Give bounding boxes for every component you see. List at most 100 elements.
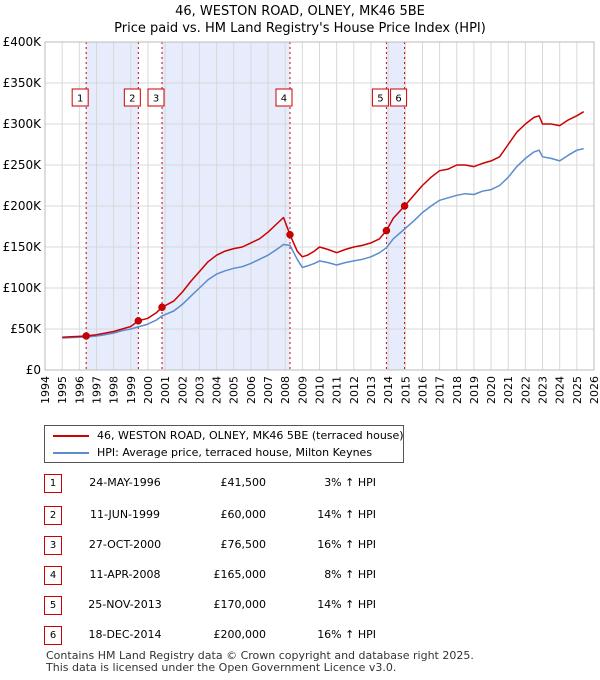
legend: 46, WESTON ROAD, OLNEY, MK46 5BE (terrac… bbox=[44, 425, 404, 463]
sale-price: £170,000 bbox=[213, 598, 267, 611]
y-tick-label: £250K bbox=[3, 158, 43, 172]
hpi-line bbox=[62, 147, 584, 339]
x-tick-label: 2021 bbox=[502, 376, 515, 404]
x-tick-label: 2005 bbox=[228, 376, 241, 404]
y-tick-label: £0 bbox=[26, 363, 41, 377]
sale-date: 11-JUN-1999 bbox=[89, 508, 161, 521]
x-tick-label: 2012 bbox=[348, 376, 361, 404]
y-tick-label: £400K bbox=[3, 35, 43, 49]
legend-red-swatch bbox=[53, 435, 89, 437]
x-tick-label: 2016 bbox=[416, 376, 429, 404]
sale-number-label: 5 bbox=[377, 94, 383, 105]
x-tick-label: 2026 bbox=[588, 376, 600, 404]
y-tick-label: £200K bbox=[3, 199, 43, 213]
x-tick-label: 2014 bbox=[382, 376, 395, 404]
sale-number-box bbox=[371, 88, 389, 107]
sale-number-box bbox=[147, 88, 165, 107]
sale-date: 11-APR-2008 bbox=[89, 568, 161, 581]
x-tick-label: 2015 bbox=[399, 376, 412, 404]
x-tick-label: 2009 bbox=[296, 376, 309, 404]
sale-price: £165,000 bbox=[213, 568, 267, 581]
footer-line-1: Contains HM Land Registry data © Crown c… bbox=[46, 649, 474, 662]
chart-title: 46, WESTON ROAD, OLNEY, MK46 5BE Price p… bbox=[0, 3, 600, 37]
sale-point bbox=[286, 230, 294, 239]
sale-row-1: 1 24-MAY-1996 £41,500 3% ↑ HPI bbox=[0, 474, 600, 494]
sale-point bbox=[158, 303, 166, 312]
x-tick-label: 2023 bbox=[537, 376, 550, 404]
plot-frame bbox=[44, 41, 595, 371]
footer: Contains HM Land Registry data © Crown c… bbox=[46, 650, 474, 674]
sale-point bbox=[82, 332, 90, 340]
sale-row-6: 6 18-DEC-2014 £200,000 16% ↑ HPI bbox=[0, 626, 600, 646]
x-tick-label: 1994 bbox=[39, 376, 52, 404]
sale-date: 25-NOV-2013 bbox=[88, 598, 162, 611]
sale-badge-6: 6 bbox=[44, 626, 62, 645]
sale-number-box bbox=[71, 88, 89, 107]
sale-number-label: 4 bbox=[281, 94, 287, 105]
sale-row-4: 4 11-APR-2008 £165,000 8% ↑ HPI bbox=[0, 566, 600, 586]
x-tick-label: 2025 bbox=[571, 376, 584, 404]
sale-badge-2: 2 bbox=[44, 506, 62, 525]
sale-point bbox=[400, 202, 409, 210]
y-tick-label: £150K bbox=[3, 240, 43, 254]
price-chart: £0 £50K £100K £150K £200K £250K £300K £350K £400… bbox=[3, 35, 600, 404]
sale-number-box bbox=[275, 88, 293, 107]
x-tick-label: 2002 bbox=[176, 376, 189, 404]
legend-item-red: 46, WESTON ROAD, OLNEY, MK46 5BE (terrac… bbox=[53, 428, 404, 444]
sale-hpi: 14% ↑ HPI bbox=[317, 598, 376, 611]
x-tick-label: 2017 bbox=[434, 376, 447, 404]
x-tick-label: 2019 bbox=[468, 376, 481, 404]
x-tick-label: 2000 bbox=[142, 376, 155, 404]
sale-date: 27-OCT-2000 bbox=[88, 538, 162, 551]
x-tick-label: 2011 bbox=[331, 376, 344, 404]
sale-number-box bbox=[390, 88, 408, 107]
sale-hpi: 8% ↑ HPI bbox=[324, 568, 376, 581]
sale-number-box bbox=[123, 88, 141, 107]
sale-hpi: 16% ↑ HPI bbox=[317, 628, 376, 641]
x-tick-label: 2006 bbox=[245, 376, 258, 404]
sale-badge-4: 4 bbox=[44, 566, 62, 585]
x-tick-label: 1997 bbox=[90, 376, 103, 404]
sale-price: £60,000 bbox=[220, 508, 267, 521]
x-tick-label: 2018 bbox=[451, 376, 464, 404]
sale-row-5: 5 25-NOV-2013 £170,000 14% ↑ HPI bbox=[0, 596, 600, 616]
sale-number-label: 2 bbox=[129, 94, 135, 105]
sale-badge-5: 5 bbox=[44, 596, 62, 615]
legend-blue-label: HPI: Average price, terraced house, Milt… bbox=[97, 446, 373, 459]
sale-hpi: 3% ↑ HPI bbox=[324, 476, 376, 489]
sale-number-label: 3 bbox=[153, 94, 159, 105]
legend-blue-swatch bbox=[53, 452, 89, 454]
x-tick-label: 2008 bbox=[279, 376, 292, 404]
y-tick-label: £350K bbox=[3, 76, 43, 90]
x-tick-label: 2001 bbox=[159, 376, 172, 404]
y-tick-label: £300K bbox=[3, 117, 43, 131]
sale-date: 24-MAY-1996 bbox=[89, 476, 161, 489]
x-tick-label: 1995 bbox=[56, 376, 69, 404]
legend-item-blue: HPI: Average price, terraced house, Milt… bbox=[53, 445, 372, 461]
sale-price: £41,500 bbox=[220, 476, 267, 489]
sale-number-label: 1 bbox=[77, 94, 83, 105]
sale-hpi: 14% ↑ HPI bbox=[317, 508, 376, 521]
x-tick-label: 1999 bbox=[125, 376, 138, 404]
sale-row-3: 3 27-OCT-2000 £76,500 16% ↑ HPI bbox=[0, 536, 600, 556]
x-tick-label: 2004 bbox=[211, 376, 224, 404]
x-tick-label: 2003 bbox=[193, 376, 206, 404]
x-tick-label: 2007 bbox=[262, 376, 275, 404]
sale-hpi: 16% ↑ HPI bbox=[317, 538, 376, 551]
x-tick-label: 2020 bbox=[485, 376, 498, 404]
sale-point bbox=[134, 317, 143, 325]
x-tick-label: 2022 bbox=[519, 376, 532, 404]
x-tick-label: 1998 bbox=[108, 376, 121, 404]
title-line-2: Price paid vs. HM Land Registry's House … bbox=[114, 21, 486, 36]
footer-line-2: This data is licensed under the Open Gov… bbox=[46, 661, 397, 674]
sale-price: £76,500 bbox=[220, 538, 267, 551]
x-tick-label: 2024 bbox=[554, 376, 567, 404]
sale-row-2: 2 11-JUN-1999 £60,000 14% ↑ HPI bbox=[0, 506, 600, 526]
sale-price: £200,000 bbox=[213, 628, 267, 641]
x-tick-label: 2010 bbox=[314, 376, 327, 404]
sale-date: 18-DEC-2014 bbox=[88, 628, 162, 641]
y-tick-label: £100K bbox=[3, 281, 43, 295]
price-paid-line bbox=[62, 111, 585, 338]
sale-number-label: 6 bbox=[395, 94, 401, 105]
sale-badge-3: 3 bbox=[44, 536, 62, 555]
